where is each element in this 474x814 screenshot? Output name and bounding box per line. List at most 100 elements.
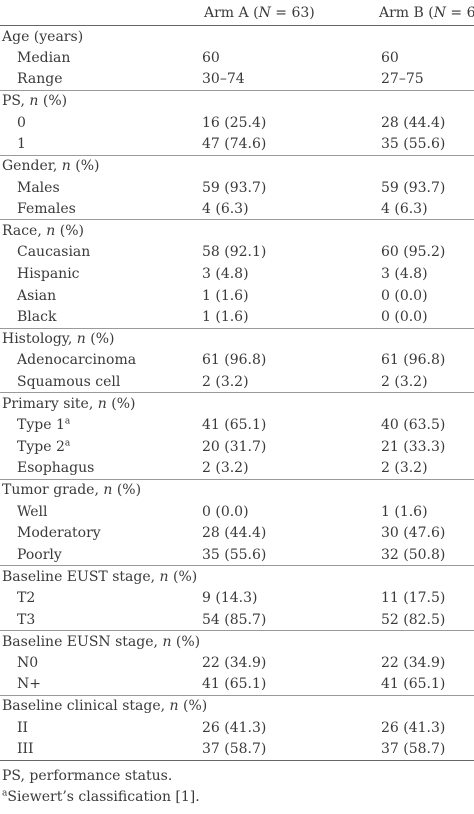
- arm-a-value: 60: [202, 49, 220, 66]
- row-label: Females: [17, 200, 76, 217]
- table-row: 0 16 (25.4) 28 (44.4): [0, 112, 474, 134]
- table-header-row: Arm A (N = 63) Arm B (N = 63): [0, 0, 474, 26]
- row-label: N0: [17, 654, 39, 671]
- arm-b-value: [338, 26, 474, 48]
- table-group-row: Baseline EUSN stage, n (%): [0, 630, 474, 653]
- footnote-siewert: aSiewert’s classification [1].: [2, 788, 200, 805]
- row-label: T2: [17, 590, 36, 607]
- table-row: Asian 1 (1.6) 0 (0.0): [0, 285, 474, 307]
- group-label: Histology, n (%): [0, 327, 196, 350]
- table-footnotes: PS, performance status. aSiewert’s class…: [2, 766, 200, 808]
- arm-b-value: [338, 630, 474, 653]
- table-row: Well 0 (0.0) 1 (1.6): [0, 501, 474, 523]
- table-body: Age (years) Median 60 60 Range 30–74 27–75 PS, …: [0, 26, 474, 761]
- arm-a-value: 26 (41.3): [202, 719, 267, 736]
- arm-b-value: 26 (41.3): [381, 719, 446, 736]
- arm-a-value: 41 (65.1): [202, 417, 267, 434]
- arm-b-value: 41 (65.1): [381, 676, 446, 693]
- arm-a-value: 9 (14.3): [202, 590, 258, 607]
- arm-a-value: 3 (4.8): [202, 266, 249, 282]
- row-label: Median: [17, 49, 71, 66]
- table-group-row: Primary site, n (%): [0, 392, 474, 415]
- table-row: Adenocarcinoma 61 (96.8) 61 (96.8): [0, 350, 474, 372]
- table-row: III 37 (58.7) 37 (58.7): [0, 738, 474, 761]
- arm-a-value: 16 (25.4): [202, 114, 267, 131]
- table-row: Median 60 60: [0, 47, 474, 69]
- arm-b-value: 11 (17.5): [381, 590, 446, 607]
- group-label: Age (years): [2, 28, 84, 45]
- arm-b-value: [338, 478, 474, 501]
- arm-a-value: [196, 154, 338, 177]
- group-label: Tumor grade, n (%): [0, 478, 196, 501]
- arm-a-value: [196, 630, 338, 653]
- table-group-row: Baseline EUST stage, n (%): [0, 565, 474, 588]
- header-empty-cell: [0, 0, 196, 26]
- arm-a-value: [196, 478, 338, 501]
- arm-a-value: 41 (65.1): [202, 676, 267, 693]
- table-row: Type 2a 20 (31.7) 21 (33.3): [0, 436, 474, 458]
- arm-a-value: 2 (3.2): [202, 460, 249, 477]
- arm-a-value: 58 (92.1): [202, 244, 267, 261]
- table-row: T3 54 (85.7) 52 (82.5): [0, 609, 474, 631]
- row-label: Moderatory: [17, 525, 101, 542]
- arm-a-value: [196, 327, 338, 350]
- row-label: Type 2a: [17, 438, 71, 455]
- arm-a-value: 47 (74.6): [202, 136, 267, 153]
- arm-a-value: 59 (93.7): [202, 179, 267, 196]
- table-group-row: Age (years): [0, 26, 474, 48]
- table-row: 1 47 (74.6) 35 (55.6): [0, 134, 474, 156]
- arm-a-value: 1 (1.6): [202, 287, 249, 304]
- arm-b-value: 22 (34.9): [381, 654, 446, 671]
- table-row: Males 59 (93.7) 59 (93.7): [0, 177, 474, 199]
- row-label: Hispanic: [17, 266, 80, 282]
- arm-b-value: [338, 89, 474, 112]
- table-group-row: PS, n (%): [0, 89, 474, 112]
- row-label: Males: [17, 179, 60, 196]
- arm-b-value: [338, 392, 474, 415]
- table-group-row: Race, n (%): [0, 219, 474, 242]
- table-row: Black 1 (1.6) 0 (0.0): [0, 306, 474, 328]
- table-row: II 26 (41.3) 26 (41.3): [0, 717, 474, 739]
- arm-a-value: 35 (55.6): [202, 546, 267, 563]
- row-label: 0: [17, 114, 26, 131]
- arm-b-value: [338, 219, 474, 242]
- table-row: Squamous cell 2 (3.2) 2 (3.2): [0, 371, 474, 393]
- row-label: Well: [17, 503, 48, 520]
- arm-a-value: 0 (0.0): [202, 503, 249, 520]
- header-arm-a: Arm A (N = 63): [196, 0, 338, 26]
- arm-b-value: 28 (44.4): [381, 114, 446, 131]
- arm-b-value: [338, 327, 474, 350]
- table-row: Poorly 35 (55.6) 32 (50.8): [0, 544, 474, 566]
- arm-b-value: 21 (33.3): [381, 438, 446, 455]
- row-label: Poorly: [17, 546, 62, 563]
- row-label: Esophagus: [17, 460, 95, 477]
- arm-b-value: 1 (1.6): [381, 503, 428, 520]
- arm-a-value: 1 (1.6): [202, 308, 249, 325]
- arm-a-value: [196, 219, 338, 242]
- arm-b-value: 60 (95.2): [381, 244, 446, 261]
- row-label: Asian: [17, 287, 57, 304]
- arm-b-value: [338, 154, 474, 177]
- arm-b-value: 52 (82.5): [381, 611, 446, 628]
- row-label: Squamous cell: [17, 373, 121, 390]
- arm-a-value: 4 (6.3): [202, 200, 249, 217]
- arm-a-value: 20 (31.7): [202, 438, 267, 455]
- arm-b-value: 60: [381, 49, 399, 66]
- row-label: N+: [17, 676, 41, 693]
- table-group-row: Gender, n (%): [0, 154, 474, 177]
- group-label: Race, n (%): [0, 219, 196, 242]
- table-row: Caucasian 58 (92.1) 60 (95.2): [0, 242, 474, 264]
- arm-a-value: [196, 392, 338, 415]
- row-label: 1: [17, 136, 26, 153]
- arm-b-value: 2 (3.2): [381, 373, 428, 390]
- arm-a-value: [196, 89, 338, 112]
- arm-b-value: 59 (93.7): [381, 179, 446, 196]
- table-row: T2 9 (14.3) 11 (17.5): [0, 587, 474, 609]
- row-label: Black: [17, 308, 57, 325]
- group-label: Baseline EUSN stage, n (%): [0, 630, 200, 653]
- group-label: PS, n (%): [0, 89, 196, 112]
- arm-b-value: 3 (4.8): [381, 266, 428, 282]
- row-label: II: [17, 719, 29, 736]
- row-label: III: [0, 738, 196, 761]
- arm-b-value: [338, 694, 474, 717]
